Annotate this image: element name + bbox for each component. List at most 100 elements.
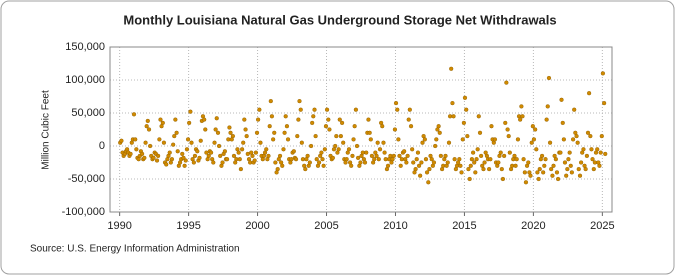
data-point [172,134,177,139]
data-point [324,107,330,112]
data-point [187,120,192,125]
data-point [443,153,448,158]
data-point [156,153,161,158]
data-point [534,147,539,152]
data-point [547,140,553,145]
data-point [476,114,481,119]
x-tick-label: 2005 [314,220,338,232]
data-point [154,158,160,163]
data-point [303,167,308,172]
data-point [340,120,345,125]
data-point [411,160,416,165]
data-point [158,117,163,122]
data-point [588,134,593,139]
data-point [488,157,493,162]
data-point [383,157,388,162]
data-point [543,157,548,162]
data-point [231,153,237,158]
data-point [220,160,225,165]
data-point [326,117,331,122]
data-point [481,167,486,172]
data-point [238,167,243,172]
data-point [555,176,561,182]
data-point [445,160,450,165]
data-point [449,66,454,71]
data-point [257,107,262,112]
data-point [422,137,427,142]
data-point [206,153,211,158]
data-point [405,153,410,158]
data-point [224,157,230,162]
data-point [565,167,570,172]
data-point [520,114,525,119]
data-point [360,150,365,155]
data-point [396,137,401,142]
data-point [167,150,172,155]
data-point [354,143,360,149]
data-point [457,157,462,162]
data-point [510,163,515,168]
data-point [140,151,145,157]
data-point [546,75,552,81]
data-point [266,153,271,158]
data-point [562,160,568,165]
data-point [419,160,424,165]
data-point [297,99,302,104]
data-point [380,124,385,129]
data-point [410,147,415,152]
data-point [195,149,200,154]
data-point [244,134,249,139]
data-point [504,80,509,85]
data-point [406,117,411,122]
data-point [228,130,233,135]
data-point [420,140,425,145]
data-point [256,117,261,122]
data-point [498,150,503,155]
data-point [334,134,339,139]
data-point [174,130,179,135]
data-point [310,120,315,125]
data-point [451,114,456,119]
data-point [268,99,273,104]
data-point [281,147,286,152]
data-point [267,124,272,129]
data-point [447,114,453,119]
data-point [271,137,276,142]
data-point [366,117,371,122]
data-point [146,127,152,132]
data-point [587,91,592,96]
data-point [160,120,165,125]
data-point [222,149,227,154]
data-point [191,160,196,165]
data-point [243,127,248,132]
data-point [459,170,464,175]
data-point [173,117,178,122]
data-point [592,160,597,165]
data-point [330,155,335,160]
data-point [254,130,260,135]
data-point [474,157,479,162]
data-point [579,160,584,165]
data-point [460,137,465,142]
data-point [316,160,322,165]
data-point [535,170,540,175]
data-point [583,167,588,172]
data-point [226,137,231,142]
data-point [416,163,422,168]
data-point [240,147,245,152]
data-point [338,134,343,139]
data-point [202,117,207,122]
data-point [544,117,549,122]
data-point [537,167,542,172]
data-point [542,163,547,168]
data-point [468,163,473,168]
data-point [398,163,403,168]
data-point [431,160,437,165]
data-point [560,120,565,125]
data-point [185,137,191,142]
data-point [269,114,275,119]
data-point [554,170,560,175]
data-point [144,124,149,129]
data-point [275,167,280,172]
data-point [589,147,594,152]
